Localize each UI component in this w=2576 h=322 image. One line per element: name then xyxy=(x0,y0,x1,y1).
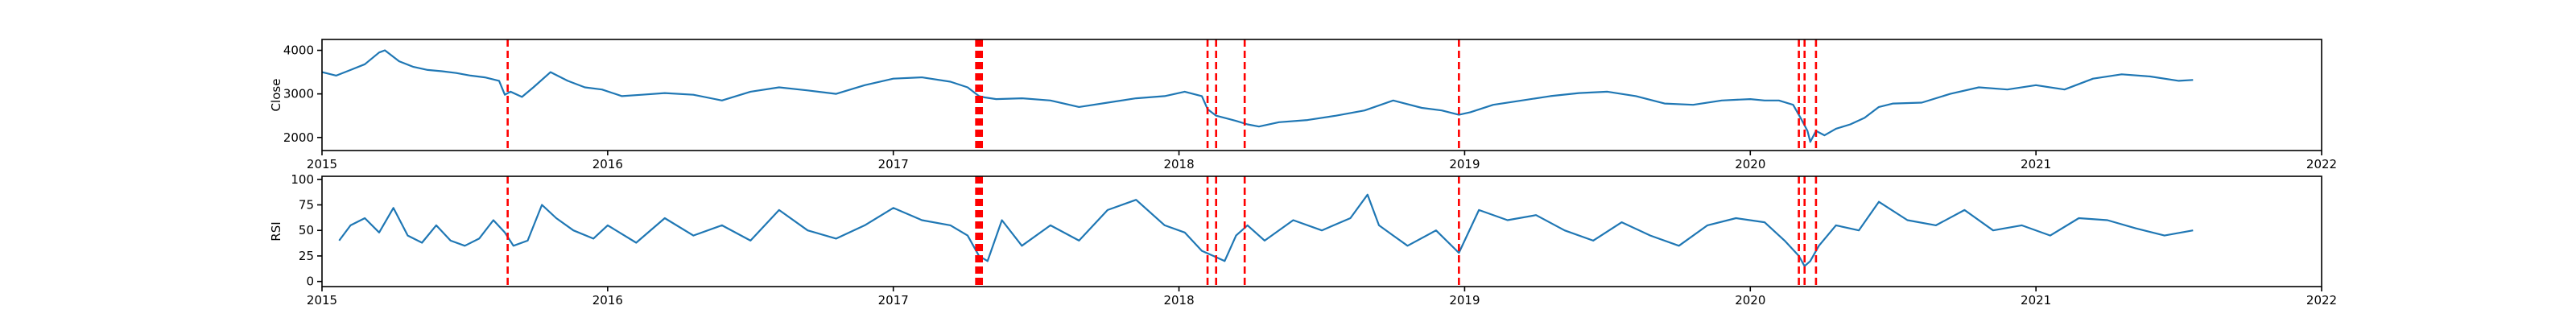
x-tick-label-1-6: 2021 xyxy=(2021,293,2051,308)
y-axis-label-0: Close xyxy=(269,79,283,112)
x-tick-label-0-5: 2020 xyxy=(1735,157,1765,171)
x-tick-label-1-2: 2017 xyxy=(878,293,909,308)
x-tick-label-0-1: 2016 xyxy=(592,157,623,171)
x-tick-label-0-7: 2022 xyxy=(2306,157,2337,171)
x-tick-label-0-2: 2017 xyxy=(878,157,909,171)
close-price-panel: 2015 2016 2017 2018 2019 2020 2021 2022 2000 3000… xyxy=(269,39,2337,171)
rsi-panel: 2015 2016 2017 2018 2019 2020 2021 2022 0 25 50 75 1… xyxy=(269,172,2337,308)
y-tick-label-1-3: 75 xyxy=(299,198,314,213)
y-tick-label-0-1: 3000 xyxy=(283,87,314,101)
plot-frame-0 xyxy=(321,39,2322,151)
x-tick-label-1-3: 2018 xyxy=(1163,293,1194,308)
y-tick-label-1-4: 100 xyxy=(291,172,314,187)
x-tick-label-1-7: 2022 xyxy=(2306,293,2337,308)
y-tick-label-0-0: 2000 xyxy=(283,130,314,145)
series-line-0-0 xyxy=(321,49,2194,143)
x-tick-label-0-4: 2019 xyxy=(1449,157,1480,171)
y-tick-label-1-2: 50 xyxy=(299,223,314,237)
y-axis-label-1: RSI xyxy=(269,221,283,241)
x-tick-label-0-6: 2021 xyxy=(2021,157,2051,171)
y-tick-label-1-1: 25 xyxy=(299,249,314,263)
plot-frame-1 xyxy=(321,175,2322,287)
x-tick-label-0-3: 2018 xyxy=(1163,157,1194,171)
y-tick-label-0-2: 4000 xyxy=(283,43,314,58)
y-tick-label-1-0: 0 xyxy=(306,275,314,289)
series-line-1-0 xyxy=(338,193,2194,267)
x-tick-label-0-0: 2015 xyxy=(307,157,337,171)
x-tick-label-1-5: 2020 xyxy=(1735,293,1765,308)
x-tick-label-1-1: 2016 xyxy=(592,293,623,308)
x-tick-label-1-0: 2015 xyxy=(307,293,337,308)
x-tick-label-1-4: 2019 xyxy=(1449,293,1480,308)
